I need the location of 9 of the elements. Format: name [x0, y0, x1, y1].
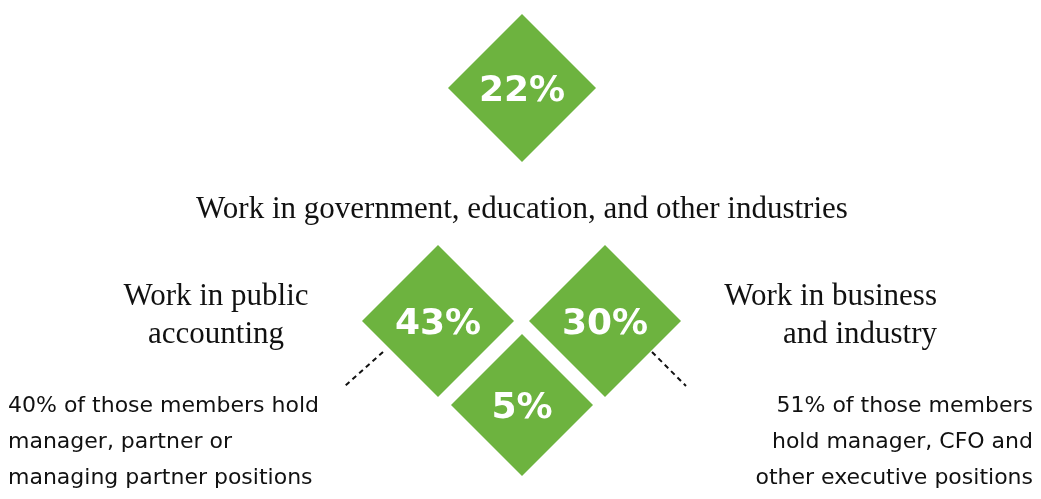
data-label: 43%	[394, 301, 482, 342]
data-label: 22%	[478, 68, 566, 109]
data-label: 30%	[561, 301, 649, 342]
text: 51% of those members hold manager, CFO and other executive positions	[755, 392, 1033, 489]
category-label: Work in government, education, and other industries	[196, 190, 848, 225]
category-label: Work in public accounting	[123, 277, 309, 350]
category-label: Work in business and industry	[724, 277, 938, 350]
data-label: 5%	[491, 385, 553, 426]
text: 40% of those members hold manager, partner or managing partner positions	[8, 392, 319, 489]
